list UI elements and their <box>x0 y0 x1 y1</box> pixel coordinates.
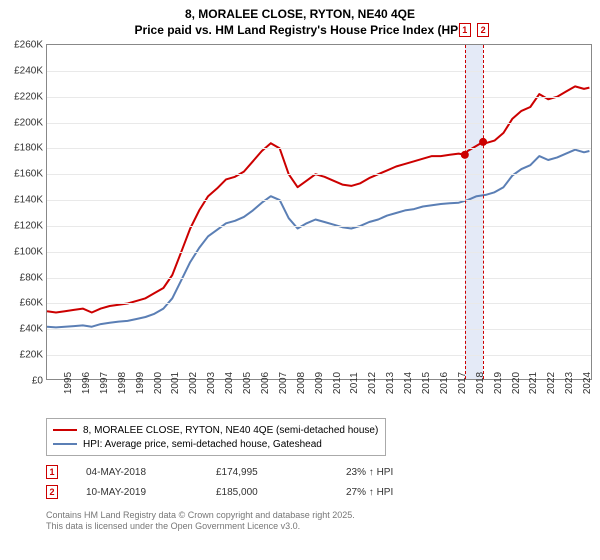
y-tick-label: £260K <box>14 40 43 51</box>
sale-row-date: 10-MAY-2019 <box>86 487 216 498</box>
x-tick-label: 2024 <box>566 372 593 394</box>
y-tick-label: £0 <box>32 376 43 387</box>
y-gridline <box>47 329 591 330</box>
title-block: 8, MORALEE CLOSE, RYTON, NE40 4QE Price … <box>0 0 600 38</box>
sale-row-diff: 27% ↑ HPI <box>346 487 476 498</box>
y-tick-label: £100K <box>14 246 43 257</box>
sale-row-price: £185,000 <box>216 487 346 498</box>
sale-row: 2 10-MAY-2019£185,00027% ↑ HPI <box>46 482 476 502</box>
legend-swatch-property <box>53 429 77 431</box>
y-tick-label: £20K <box>20 350 43 361</box>
disclaimer-line2: This data is licensed under the Open Gov… <box>46 521 355 532</box>
y-gridline <box>47 226 591 227</box>
y-gridline <box>47 148 591 149</box>
disclaimer-line1: Contains HM Land Registry data © Crown c… <box>46 510 355 521</box>
y-tick-label: £200K <box>14 117 43 128</box>
legend-row-hpi: HPI: Average price, semi-detached house,… <box>53 437 379 451</box>
y-gridline <box>47 278 591 279</box>
series-line-hpi <box>47 150 589 328</box>
y-gridline <box>47 123 591 124</box>
sales-table: 1 04-MAY-2018£174,99523% ↑ HPI 2 10-MAY-201… <box>46 462 476 502</box>
y-gridline <box>47 355 591 356</box>
sale-marker-line <box>483 45 484 379</box>
sale-marker-line <box>465 45 466 379</box>
y-tick-label: £220K <box>14 91 43 102</box>
sale-marker-callout: 2 <box>477 23 489 37</box>
y-gridline <box>47 174 591 175</box>
legend-label-hpi: HPI: Average price, semi-detached house,… <box>83 439 322 450</box>
legend-label-property: 8, MORALEE CLOSE, RYTON, NE40 4QE (semi-… <box>83 425 378 436</box>
sale-marker-callout: 1 <box>459 23 471 37</box>
sale-row-marker: 1 <box>46 465 58 479</box>
title-subtitle: Price paid vs. HM Land Registry's House … <box>0 22 600 38</box>
sale-row-date: 04-MAY-2018 <box>86 467 216 478</box>
sale-row-diff: 23% ↑ HPI <box>346 467 476 478</box>
y-tick-label: £40K <box>20 324 43 335</box>
plot-area: £0£20K£40K£60K£80K£100K£120K£140K£160K£1… <box>46 44 592 380</box>
price-chart: 8, MORALEE CLOSE, RYTON, NE40 4QE Price … <box>0 0 600 560</box>
legend-row-property: 8, MORALEE CLOSE, RYTON, NE40 4QE (semi-… <box>53 423 379 437</box>
chart-svg <box>47 45 593 381</box>
y-tick-label: £160K <box>14 169 43 180</box>
y-gridline <box>47 303 591 304</box>
y-gridline <box>47 71 591 72</box>
sale-row-price: £174,995 <box>216 467 346 478</box>
y-tick-label: £240K <box>14 65 43 76</box>
y-tick-label: £60K <box>20 298 43 309</box>
y-gridline <box>47 200 591 201</box>
sale-row-marker: 2 <box>46 485 58 499</box>
y-tick-label: £120K <box>14 220 43 231</box>
title-address: 8, MORALEE CLOSE, RYTON, NE40 4QE <box>0 6 600 22</box>
y-gridline <box>47 97 591 98</box>
sale-row: 1 04-MAY-2018£174,99523% ↑ HPI <box>46 462 476 482</box>
y-tick-label: £140K <box>14 195 43 206</box>
legend: 8, MORALEE CLOSE, RYTON, NE40 4QE (semi-… <box>46 418 386 456</box>
legend-swatch-hpi <box>53 443 77 445</box>
y-tick-label: £180K <box>14 143 43 154</box>
y-tick-label: £80K <box>20 272 43 283</box>
y-gridline <box>47 252 591 253</box>
disclaimer: Contains HM Land Registry data © Crown c… <box>46 510 355 533</box>
